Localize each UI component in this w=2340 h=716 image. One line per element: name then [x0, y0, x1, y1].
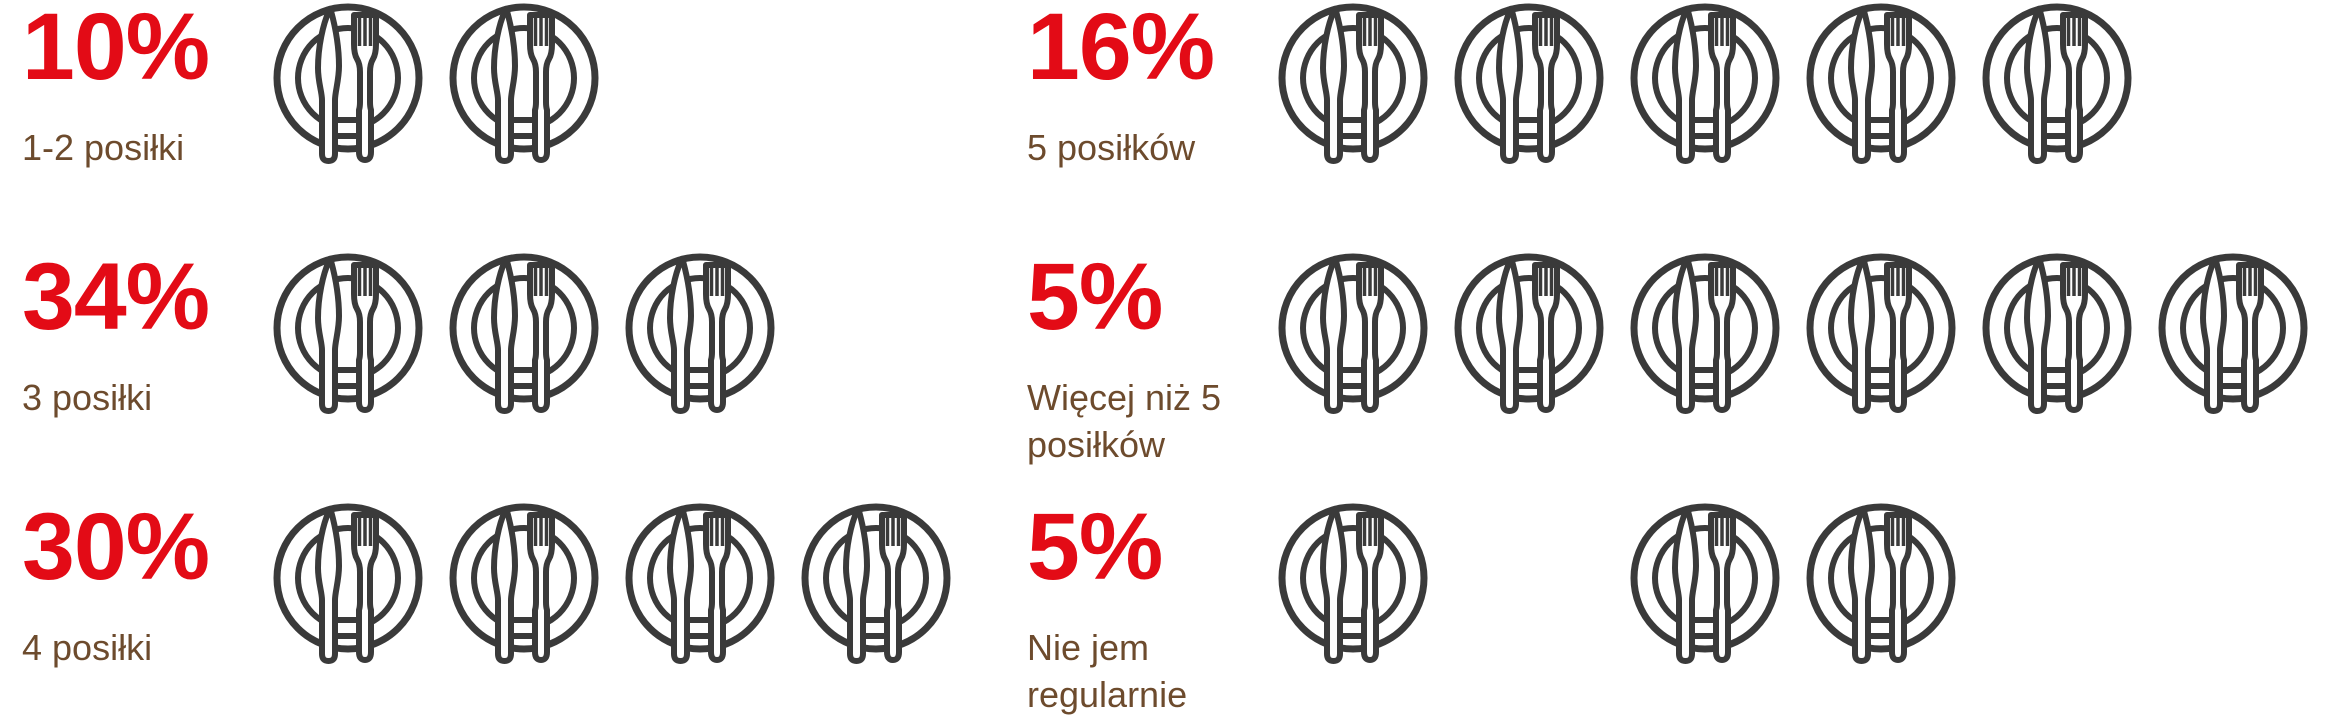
plate-cutlery-icon	[1629, 252, 1781, 417]
percent-value: 34%	[22, 244, 210, 350]
plate-icons-row	[272, 502, 952, 667]
plate-cutlery-icon	[624, 502, 776, 667]
group-text-block: 5% Nie jem regularnie	[1027, 500, 1277, 716]
group-text-block: 30% 4 posiłki	[22, 500, 272, 672]
plate-cutlery-icon	[800, 502, 952, 667]
meal-frequency-group: 16% 5 posiłków	[1027, 0, 2133, 172]
plate-cutlery-icon	[1805, 502, 1957, 667]
plate-cutlery-icon	[1453, 252, 1605, 417]
plate-cutlery-icon	[1981, 2, 2133, 167]
category-label: 5 posiłków	[1027, 127, 1196, 168]
group-text-block: 5% Więcej niż 5 posiłków	[1027, 250, 1277, 469]
plate-icons-row	[272, 2, 600, 167]
empty-icon-slot	[1453, 502, 1605, 667]
meal-frequency-group: 30% 4 posiłki	[22, 500, 952, 672]
meal-frequency-group: 34% 3 posiłki	[22, 250, 776, 422]
plate-cutlery-icon	[272, 502, 424, 667]
group-text-block: 10% 1-2 posiłki	[22, 0, 272, 172]
category-label: 4 posiłki	[22, 627, 153, 668]
plate-cutlery-icon	[1629, 2, 1781, 167]
category-label: 1-2 posiłki	[22, 127, 185, 168]
plate-cutlery-icon	[1805, 252, 1957, 417]
category-label: Nie jem regularnie	[1027, 627, 1188, 715]
percent-value: 5%	[1027, 494, 1163, 600]
meal-frequency-group: 5% Więcej niż 5 posiłków	[1027, 250, 2309, 469]
plate-cutlery-icon	[1629, 502, 1781, 667]
meal-frequency-group: 10% 1-2 posiłki	[22, 0, 600, 172]
plate-cutlery-icon	[272, 2, 424, 167]
plate-cutlery-icon	[624, 252, 776, 417]
group-text-block: 34% 3 posiłki	[22, 250, 272, 422]
plate-cutlery-icon	[1453, 2, 1605, 167]
plate-cutlery-icon	[1277, 502, 1429, 667]
percent-value: 16%	[1027, 0, 1215, 100]
percent-value: 30%	[22, 494, 210, 600]
plate-icons-row	[272, 252, 776, 417]
plate-cutlery-icon	[2157, 252, 2309, 417]
plate-cutlery-icon	[448, 252, 600, 417]
plate-cutlery-icon	[1981, 252, 2133, 417]
plate-icons-row	[1277, 502, 1957, 667]
plate-cutlery-icon	[1805, 2, 1957, 167]
plate-cutlery-icon	[448, 502, 600, 667]
percent-value: 5%	[1027, 244, 1163, 350]
plate-cutlery-icon	[1277, 252, 1429, 417]
plate-icons-row	[1277, 252, 2309, 417]
category-label: 3 posiłki	[22, 377, 153, 418]
meal-frequency-group: 5% Nie jem regularnie	[1027, 500, 1957, 716]
percent-value: 10%	[22, 0, 210, 100]
plate-icons-row	[1277, 2, 2133, 167]
group-text-block: 16% 5 posiłków	[1027, 0, 1277, 172]
plate-cutlery-icon	[448, 2, 600, 167]
plate-cutlery-icon	[1277, 2, 1429, 167]
category-label: Więcej niż 5 posiłków	[1027, 377, 1222, 465]
plate-cutlery-icon	[272, 252, 424, 417]
